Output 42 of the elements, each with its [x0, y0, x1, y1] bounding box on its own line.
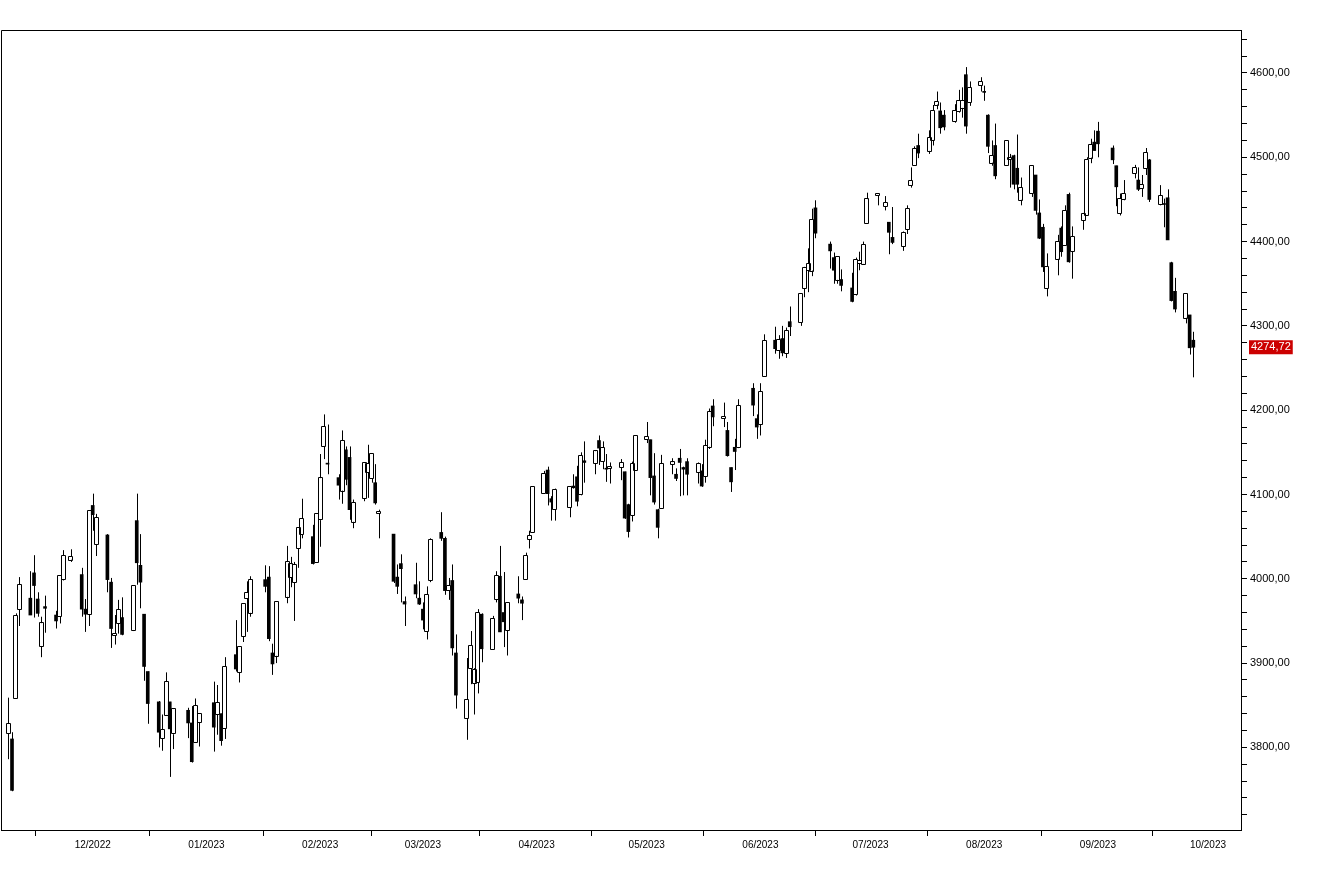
x-tick-label: 10/2023 [1189, 838, 1227, 850]
candlestick [942, 109, 946, 131]
candlestick [399, 553, 403, 603]
y-tick-label: 4100,00 [1250, 487, 1290, 500]
candlestick [244, 580, 249, 633]
candlestick [597, 434, 601, 466]
y-tick-label: 4400,00 [1250, 234, 1290, 247]
candlestick [1096, 121, 1100, 158]
text: 4274,72 [1251, 340, 1291, 353]
candlestick [424, 585, 429, 640]
candlestick [32, 554, 36, 619]
x-tick-label: 12/2022 [74, 838, 112, 850]
x-tick-label: 08/2023 [966, 838, 1003, 850]
candlestick [490, 615, 495, 650]
candlestick [222, 656, 227, 740]
y-tick-label: 4200,00 [1250, 403, 1290, 416]
candlestick [417, 580, 422, 606]
x-tick-label: 09/2023 [1079, 838, 1117, 850]
candlestick [211, 681, 216, 753]
x-tick-label: 03/2023 [404, 838, 442, 850]
y-tick-label: 4300,00 [1250, 318, 1290, 331]
candlestick [938, 102, 942, 135]
candlestick [729, 467, 733, 493]
x-tick-label: 02/2023 [302, 838, 339, 850]
y-tick-label: 4000,00 [1250, 571, 1290, 584]
y-tick-label: 4500,00 [1250, 150, 1290, 163]
x-tick-label: 04/2023 [518, 838, 556, 850]
x-tick-label: 05/2023 [628, 838, 666, 850]
candlestick [120, 596, 124, 636]
candlestick [428, 537, 433, 583]
candlestick [751, 382, 755, 417]
y-tick-label: 3900,00 [1250, 656, 1290, 669]
y-tick-label: 3800,00 [1250, 740, 1290, 753]
candlestick [516, 575, 521, 604]
candlestick [523, 552, 528, 581]
y-tick-label: 4600,00 [1250, 66, 1290, 79]
x-tick-label: 07/2023 [852, 838, 889, 850]
candlestick [685, 457, 689, 496]
candlestick [828, 241, 832, 270]
candlestick [721, 402, 726, 428]
x-tick-label: 06/2023 [742, 838, 779, 850]
x-tick-label: 01/2023 [188, 838, 225, 850]
